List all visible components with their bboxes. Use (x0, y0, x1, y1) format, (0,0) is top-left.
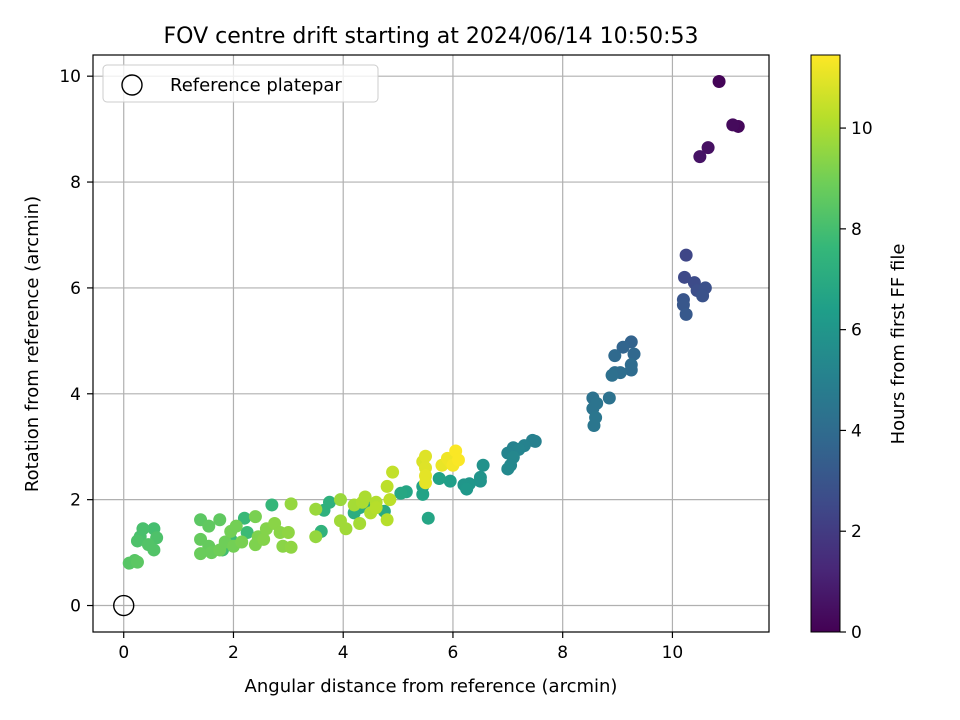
data-point (237, 511, 251, 525)
colorbar-tick-label: 8 (851, 220, 862, 240)
x-tick-label: 6 (448, 643, 459, 663)
data-point (333, 493, 347, 507)
colorbar-tick-label: 10 (851, 119, 873, 139)
data-point (369, 501, 383, 515)
data-point (476, 458, 490, 472)
data-point (265, 498, 279, 512)
data-point (616, 340, 630, 354)
grid (93, 55, 769, 632)
data-point (380, 513, 394, 527)
data-point (130, 555, 144, 569)
plot-frame (92, 54, 770, 633)
data-point (309, 530, 323, 544)
data-point (602, 391, 616, 405)
y-tick-label: 2 (70, 491, 81, 511)
colorbar-tick-label: 4 (851, 421, 862, 441)
colorbar: 0 2 4 6 8 10 Hours from first FF file (810, 54, 909, 643)
data-point (257, 532, 271, 546)
y-tick-label: 4 (70, 385, 81, 405)
data-point (202, 519, 216, 533)
data-point (460, 482, 474, 496)
data-point (229, 519, 243, 533)
y-tick-label: 8 (70, 173, 81, 193)
data-point (383, 493, 397, 507)
y-tick-label: 6 (70, 279, 81, 299)
colorbar-tick-label: 0 (851, 623, 862, 643)
data-point (284, 497, 298, 511)
data-point (309, 502, 323, 516)
legend-marker (121, 74, 143, 96)
data-point (701, 141, 715, 155)
x-axis-ticks: 0 2 4 6 8 10 (118, 632, 683, 663)
x-tick-label: 8 (557, 643, 568, 663)
data-point (322, 495, 336, 509)
colorbar-ticks: 0 2 4 6 8 10 (840, 119, 873, 643)
data-point (678, 270, 691, 284)
data-point (380, 479, 394, 493)
data-point (416, 487, 430, 501)
data-point (240, 525, 254, 539)
y-axis-ticks: 0 2 4 6 8 10 (59, 67, 93, 617)
data-point (339, 522, 353, 536)
y-axis-label: Rotation from reference (arcmin) (22, 196, 43, 492)
legend-entry-label: Reference platepar (170, 75, 342, 96)
colorbar-tick-label: 6 (851, 321, 862, 341)
data-point (353, 516, 367, 530)
y-tick-label: 0 (70, 597, 81, 617)
data-point (194, 547, 208, 561)
data-point (451, 453, 465, 467)
data-point (712, 74, 726, 88)
data-point (284, 540, 298, 554)
data-point (443, 474, 457, 488)
plot-area: 0 2 4 6 8 10 0 2 4 6 8 10 (59, 54, 770, 663)
data-point (679, 248, 693, 262)
data-point (386, 465, 400, 479)
data-point (235, 535, 249, 549)
x-axis-label: Angular distance from reference (arcmin) (245, 676, 618, 697)
chart-title: FOV centre drift starting at 2024/06/14 … (164, 24, 699, 49)
data-point (679, 307, 693, 321)
colorbar-tick-label: 2 (851, 522, 862, 542)
data-point (608, 349, 622, 363)
legend: Reference platepar (102, 64, 379, 103)
data-point (358, 490, 372, 504)
data-point (248, 510, 262, 524)
data-point (281, 525, 295, 539)
x-tick-label: 0 (118, 643, 129, 663)
data-point (419, 449, 433, 463)
data-point (130, 534, 144, 548)
data-point (528, 434, 542, 448)
data-point (432, 471, 446, 485)
data-point (627, 347, 641, 361)
reference-platepar-marker (113, 594, 135, 617)
data-point (501, 462, 515, 476)
x-tick-label: 4 (338, 643, 349, 663)
x-tick-label: 10 (662, 643, 684, 663)
data-point (726, 118, 740, 132)
data-point (693, 150, 707, 164)
data-point (696, 289, 710, 303)
data-point (394, 486, 408, 500)
data-point (587, 419, 601, 433)
colorbar-label: Hours from first FF file (888, 244, 909, 445)
data-point (624, 363, 638, 377)
y-tick-label: 10 (59, 67, 81, 87)
colorbar-gradient (810, 54, 841, 633)
data-point (473, 474, 487, 488)
data-point (419, 476, 433, 490)
legend-box (102, 64, 379, 103)
scatter-points (113, 74, 745, 617)
data-point (147, 543, 161, 557)
data-point (605, 368, 619, 382)
data-point (213, 513, 227, 527)
x-tick-label: 2 (228, 643, 239, 663)
data-point (421, 511, 435, 525)
